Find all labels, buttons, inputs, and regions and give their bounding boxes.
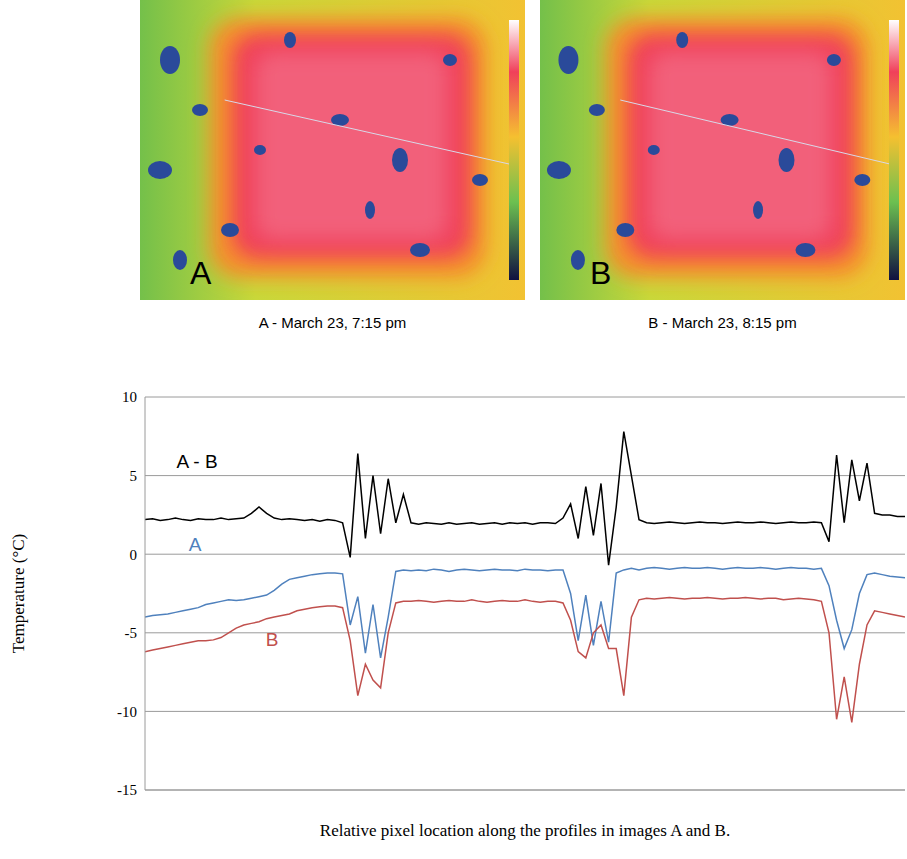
- svg-text:-10: -10: [117, 704, 137, 720]
- html-text:B - March 23, 8:15 pm: B - March 23, 8:15 pm: [648, 314, 797, 331]
- svg-text:A: A: [190, 255, 212, 291]
- svg-text:-15: -15: [117, 782, 137, 798]
- svg-text:0: 0: [130, 547, 138, 563]
- svg-text:-5: -5: [125, 625, 138, 641]
- svg-text:Relative pixel location along: Relative pixel location along the profil…: [320, 821, 730, 840]
- svg-text:Temperature (°C): Temperature (°C): [9, 534, 28, 653]
- html-text:A - B: A - B: [176, 451, 218, 472]
- svg-text:10: 10: [122, 389, 137, 405]
- svg-text:5: 5: [130, 468, 138, 484]
- html-text:B: B: [265, 629, 279, 650]
- html-text:A - March 23, 7:15 pm: A - March 23, 7:15 pm: [258, 314, 407, 331]
- html-text:A: A: [188, 534, 202, 555]
- svg-text:B: B: [590, 255, 611, 291]
